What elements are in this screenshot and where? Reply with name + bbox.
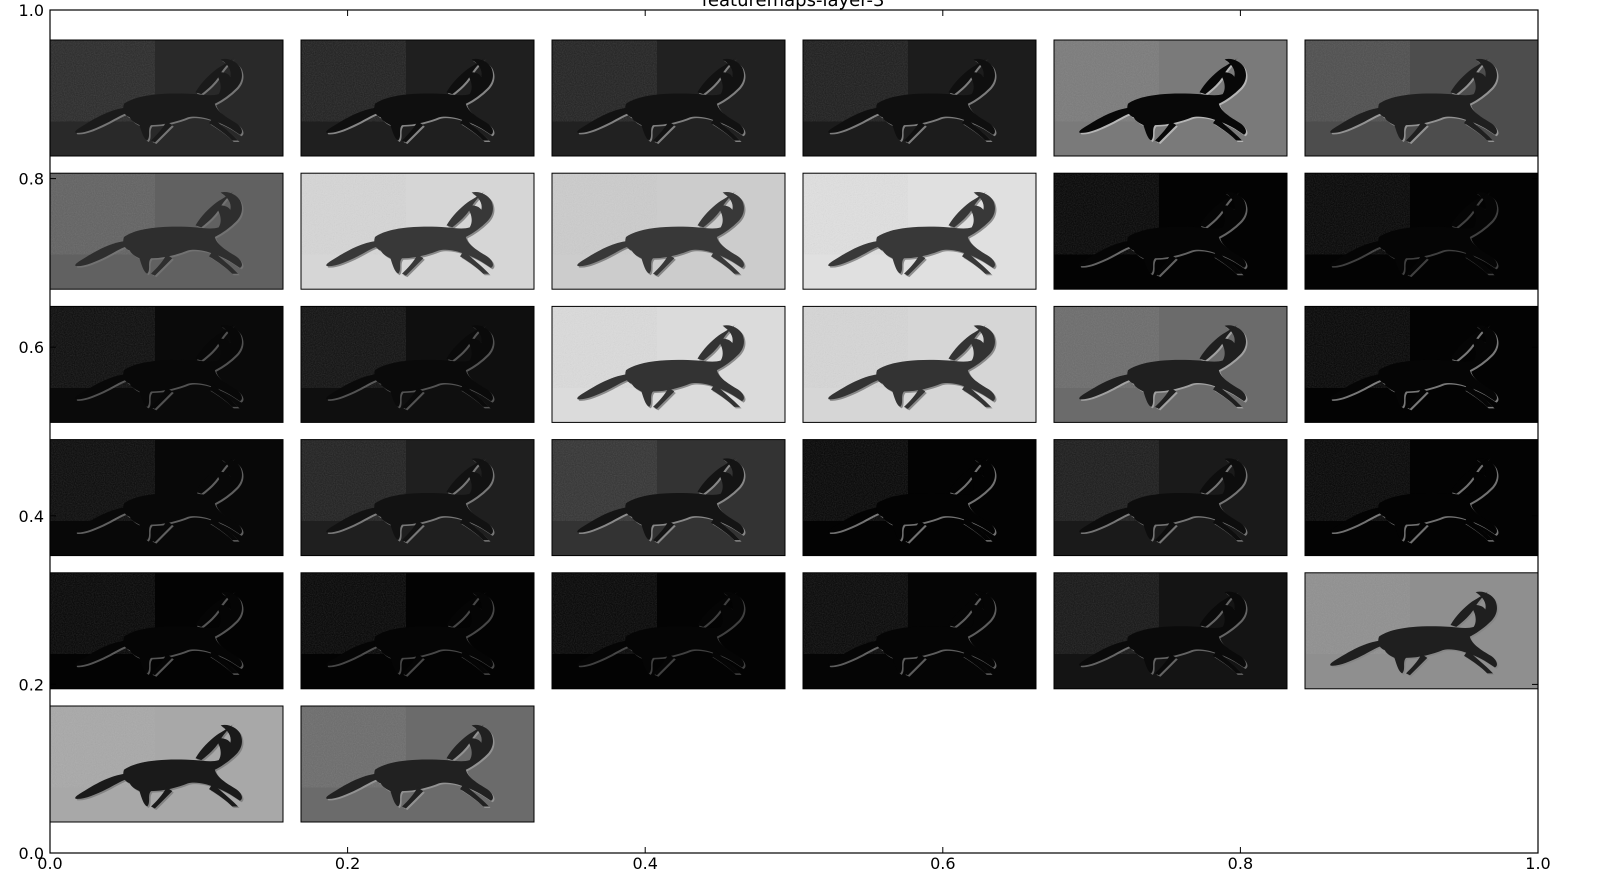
- tile-border: [802, 172, 1037, 290]
- tile-border: [802, 572, 1037, 690]
- x-tick-label: 0.6: [930, 854, 955, 873]
- feature-map-tile: [1304, 305, 1539, 423]
- y-tick-label: 0.6: [19, 338, 44, 357]
- tile-border: [300, 705, 535, 823]
- x-tick-label: 0.0: [37, 854, 62, 873]
- feature-map-tile: [802, 439, 1037, 557]
- y-tick-label: 0.2: [19, 675, 44, 694]
- tile-border: [551, 305, 786, 423]
- feature-map-tile: [49, 705, 284, 823]
- feature-map-tile: [49, 39, 284, 157]
- feature-map-tile: [49, 305, 284, 423]
- feature-map-tile: [551, 172, 786, 290]
- feature-map-tile: [300, 172, 535, 290]
- x-tick-label: 1.0: [1525, 854, 1550, 873]
- feature-map-tile: [1304, 439, 1539, 557]
- feature-map-tile: [49, 172, 284, 290]
- feature-map-tile: [300, 305, 535, 423]
- axes-frame: [49, 9, 1539, 854]
- feature-map-tile: [551, 305, 786, 423]
- chart-title: featuremaps-layer-3: [702, 0, 885, 11]
- feature-map-tile: [551, 572, 786, 690]
- y-tick-label: 0.4: [19, 507, 44, 526]
- feature-map-tile: [1304, 39, 1539, 157]
- y-tick-label: 1.0: [19, 1, 44, 20]
- feature-map-tile: [1053, 39, 1288, 157]
- feature-map-tile: [1053, 172, 1288, 290]
- feature-map-tile: [1053, 572, 1288, 690]
- tile-border: [1053, 39, 1288, 157]
- tile-border: [551, 439, 786, 557]
- tile-border: [300, 572, 535, 690]
- feature-map-tile: [300, 572, 535, 690]
- feature-map-tile: [802, 39, 1037, 157]
- tile-border: [802, 439, 1037, 557]
- tile-border: [551, 39, 786, 157]
- tile-border: [300, 172, 535, 290]
- feature-map-tile: [300, 705, 535, 823]
- tile-border: [300, 39, 535, 157]
- feature-map-tile: [49, 572, 284, 690]
- tile-border: [802, 39, 1037, 157]
- feature-map-tile: [49, 439, 284, 557]
- x-tick-label: 0.2: [335, 854, 360, 873]
- y-tick-label: 0.0: [19, 844, 44, 863]
- feature-map-tile: [802, 305, 1037, 423]
- feature-map-tile: [551, 439, 786, 557]
- tile-border: [300, 305, 535, 423]
- tile-border: [551, 172, 786, 290]
- feature-map-tile: [802, 172, 1037, 290]
- feature-map-tile: [802, 572, 1037, 690]
- tile-border: [1053, 572, 1288, 690]
- tile-border: [300, 439, 535, 557]
- x-axis-ticks: 0.0 0.2 0.4 0.6 0.8 1.0: [37, 10, 1551, 873]
- x-tick-label: 0.8: [1228, 854, 1253, 873]
- feature-map-tile: [300, 439, 535, 557]
- x-tick-label: 0.4: [632, 854, 657, 873]
- tile-border: [802, 305, 1037, 423]
- y-tick-label: 0.8: [19, 170, 44, 189]
- y-axis-ticks: 0.0 0.2 0.4 0.6 0.8 1.0: [19, 1, 1538, 863]
- feature-map-tile: [300, 39, 535, 157]
- feature-map-tile: [1304, 172, 1539, 290]
- tile-border: [1053, 172, 1288, 290]
- feature-map-tile: [1053, 305, 1288, 423]
- tile-border: [1053, 305, 1288, 423]
- feature-map-tile: [1053, 439, 1288, 557]
- feature-map-tile: [1304, 572, 1539, 690]
- tiles-layer: [49, 39, 1539, 823]
- tile-border: [1053, 439, 1288, 557]
- feature-map-tile: [551, 39, 786, 157]
- tile-border: [551, 572, 786, 690]
